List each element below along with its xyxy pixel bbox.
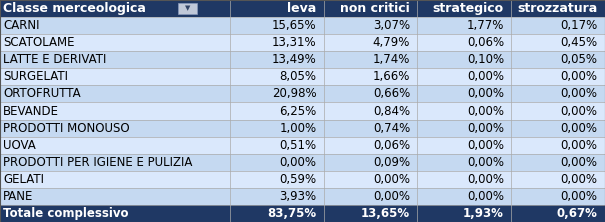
Text: 3,07%: 3,07% [373, 19, 410, 32]
Text: strozzatura: strozzatura [517, 2, 598, 15]
Text: 83,75%: 83,75% [267, 207, 316, 220]
Bar [0, 137, 605, 154]
Text: PRODOTTI MONOUSO: PRODOTTI MONOUSO [3, 122, 129, 135]
Text: 0,00%: 0,00% [467, 122, 504, 135]
Text: 4,79%: 4,79% [373, 36, 410, 49]
Bar [0, 68, 605, 85]
Text: Classe merceologica: Classe merceologica [3, 2, 146, 15]
Text: 0,00%: 0,00% [561, 190, 598, 203]
Text: SURGELATI: SURGELATI [3, 70, 68, 83]
Text: 0,00%: 0,00% [467, 105, 504, 117]
Bar [0, 17, 605, 34]
Text: 0,09%: 0,09% [373, 156, 410, 169]
Text: 0,00%: 0,00% [373, 173, 410, 186]
Text: 0,00%: 0,00% [467, 139, 504, 152]
FancyBboxPatch shape [178, 3, 197, 14]
Text: BEVANDE: BEVANDE [3, 105, 59, 117]
Bar [0, 85, 605, 103]
Text: 13,65%: 13,65% [361, 207, 410, 220]
Text: 13,49%: 13,49% [272, 53, 316, 66]
Text: ▼: ▼ [185, 6, 190, 12]
Text: 8,05%: 8,05% [280, 70, 316, 83]
Bar [0, 51, 605, 68]
Text: 1,66%: 1,66% [373, 70, 410, 83]
Text: 3,93%: 3,93% [280, 190, 316, 203]
Text: 0,17%: 0,17% [560, 19, 598, 32]
Text: 6,25%: 6,25% [279, 105, 316, 117]
Text: 0,00%: 0,00% [467, 173, 504, 186]
Bar [0, 188, 605, 205]
Text: SCATOLAME: SCATOLAME [3, 36, 74, 49]
Text: strategico: strategico [433, 2, 504, 15]
Text: 20,98%: 20,98% [272, 87, 316, 100]
Text: 1,77%: 1,77% [466, 19, 504, 32]
Text: 0,00%: 0,00% [561, 156, 598, 169]
Text: 1,00%: 1,00% [280, 122, 316, 135]
Text: 0,00%: 0,00% [561, 173, 598, 186]
Text: 0,66%: 0,66% [373, 87, 410, 100]
Text: 0,59%: 0,59% [280, 173, 316, 186]
Text: UOVA: UOVA [3, 139, 36, 152]
Text: 0,51%: 0,51% [280, 139, 316, 152]
Text: 0,05%: 0,05% [561, 53, 598, 66]
Text: 0,00%: 0,00% [467, 87, 504, 100]
Text: PRODOTTI PER IGIENE E PULIZIA: PRODOTTI PER IGIENE E PULIZIA [3, 156, 192, 169]
Text: 0,06%: 0,06% [373, 139, 410, 152]
Text: 0,06%: 0,06% [467, 36, 504, 49]
Text: 1,93%: 1,93% [463, 207, 504, 220]
Text: 0,00%: 0,00% [561, 70, 598, 83]
Text: 0,00%: 0,00% [561, 105, 598, 117]
Bar [0, 103, 605, 119]
Text: 0,00%: 0,00% [561, 87, 598, 100]
Text: 0,00%: 0,00% [467, 70, 504, 83]
Bar [0, 205, 605, 222]
Text: 0,00%: 0,00% [467, 156, 504, 169]
Text: GELATI: GELATI [3, 173, 44, 186]
Text: 0,45%: 0,45% [561, 36, 598, 49]
Text: Totale complessivo: Totale complessivo [3, 207, 128, 220]
Text: 0,67%: 0,67% [557, 207, 598, 220]
Text: 15,65%: 15,65% [272, 19, 316, 32]
Text: leva: leva [287, 2, 316, 15]
Text: CARNI: CARNI [3, 19, 39, 32]
Text: ORTOFRUTTA: ORTOFRUTTA [3, 87, 80, 100]
Text: non critici: non critici [341, 2, 410, 15]
Bar [0, 34, 605, 51]
Text: 0,00%: 0,00% [561, 122, 598, 135]
Text: 0,00%: 0,00% [467, 190, 504, 203]
Bar [0, 0, 605, 17]
Text: 0,10%: 0,10% [467, 53, 504, 66]
Text: 0,74%: 0,74% [373, 122, 410, 135]
Text: 0,84%: 0,84% [373, 105, 410, 117]
Text: 13,31%: 13,31% [272, 36, 316, 49]
Text: LATTE E DERIVATI: LATTE E DERIVATI [3, 53, 106, 66]
Text: 0,00%: 0,00% [373, 190, 410, 203]
Text: 0,00%: 0,00% [280, 156, 316, 169]
Text: 1,74%: 1,74% [373, 53, 410, 66]
Bar [0, 154, 605, 171]
Bar [0, 119, 605, 137]
Text: 0,00%: 0,00% [561, 139, 598, 152]
Text: PANE: PANE [3, 190, 33, 203]
Bar [0, 171, 605, 188]
